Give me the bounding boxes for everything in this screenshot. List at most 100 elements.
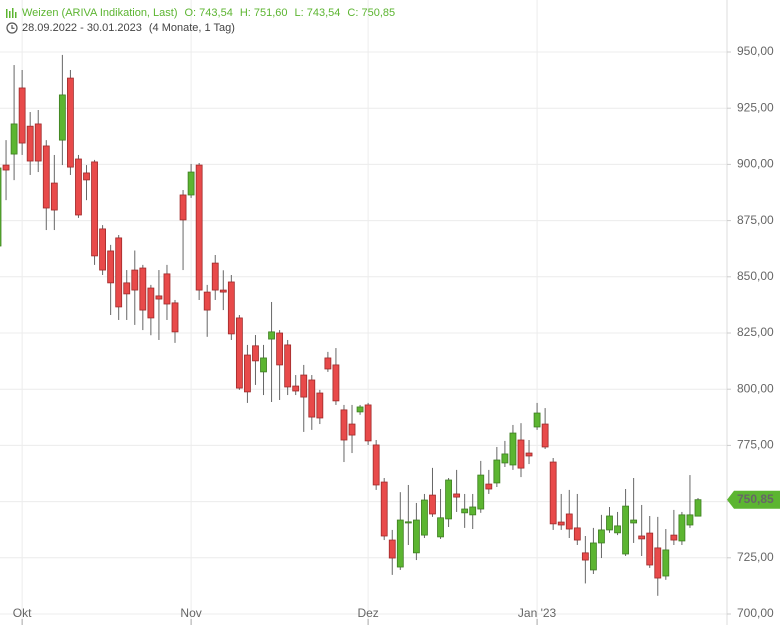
candle-body: [606, 515, 613, 531]
candles: [0, 54, 702, 596]
y-tick-label: 700,00: [737, 606, 774, 620]
candle-body: [670, 534, 678, 541]
candle-body: [525, 452, 533, 457]
candle-body: [67, 77, 74, 168]
quote-close: C: 750,85: [347, 7, 396, 19]
candle-body: [244, 354, 251, 393]
candle-body: [630, 519, 638, 524]
candle-body: [638, 535, 646, 540]
candle-body: [541, 423, 549, 448]
quote-open: O: 743,54: [184, 7, 233, 19]
candle-body: [42, 145, 50, 209]
candle-body: [614, 525, 621, 534]
candle-body: [662, 549, 670, 577]
quote-low: L: 743,54: [294, 7, 341, 19]
candle-body: [461, 508, 469, 514]
candle-body: [646, 532, 654, 566]
candle-body: [268, 331, 275, 340]
y-tick-label: 725,00: [737, 550, 774, 564]
candle-body: [107, 250, 115, 284]
y-tick-label: 925,00: [737, 100, 774, 114]
candle-body: [0, 167, 2, 247]
candle-body: [131, 269, 139, 291]
candle-body: [324, 357, 332, 370]
y-tick-label: 950,00: [737, 44, 774, 58]
candle-body: [91, 161, 98, 257]
candle-body: [453, 493, 461, 498]
candle-body: [26, 125, 34, 162]
candle-body: [477, 474, 485, 510]
candle-body: [18, 87, 26, 144]
candle-body: [195, 164, 203, 291]
axis: 700,00725,00750,00775,00800,00825,00850,…: [13, 44, 780, 625]
y-tick-label: 875,00: [737, 213, 774, 227]
candle-body: [276, 332, 284, 366]
candle-body: [171, 302, 179, 333]
candle-body: [404, 521, 412, 524]
quote-high: H: 751,60: [239, 7, 288, 19]
candle-body: [517, 439, 525, 469]
y-tick-label: 800,00: [737, 381, 774, 395]
candle-body: [598, 529, 605, 544]
candle-body: [83, 172, 90, 181]
candle-body: [421, 499, 428, 536]
candle-body: [211, 262, 219, 291]
candle-body: [533, 412, 541, 428]
candle-body: [187, 171, 195, 196]
candle-body: [437, 517, 444, 538]
candle-body: [356, 406, 364, 413]
candle-body: [252, 345, 259, 362]
candle-body: [445, 479, 452, 520]
candle-body: [694, 499, 702, 517]
candle-body: [139, 267, 147, 311]
candle-body: [123, 282, 131, 295]
candle-body: [292, 385, 300, 392]
date-range: 28.09.2022 - 30.01.2023: [22, 22, 142, 34]
instrument-title: Weizen (ARIVA Indikation, Last): [22, 7, 178, 19]
last-price-label: 750,85: [737, 492, 774, 506]
candle-body: [58, 94, 66, 141]
candle-body: [686, 514, 694, 526]
candle-body: [203, 291, 211, 311]
candle-body: [348, 423, 356, 436]
candle-body: [99, 228, 106, 271]
candle-body: [316, 392, 324, 419]
candle-body: [485, 483, 493, 490]
candle-body: [412, 519, 420, 554]
candle-body: [284, 344, 292, 388]
x-tick-label: Jan '23: [518, 606, 557, 620]
y-tick-label: 825,00: [737, 325, 774, 339]
candle-body: [179, 194, 187, 221]
candle-body: [227, 281, 235, 335]
candle-body: [372, 444, 380, 486]
y-tick-label: 900,00: [737, 157, 774, 171]
candle-body: [590, 542, 597, 571]
candle-body: [573, 527, 581, 541]
y-tick-label: 850,00: [737, 269, 774, 283]
candle-body: [509, 432, 517, 466]
candle-body: [340, 409, 348, 441]
candle-body: [2, 164, 10, 171]
candle-body: [557, 521, 565, 526]
last-price-marker: [727, 490, 780, 509]
candle-body: [622, 505, 629, 555]
candle-body: [654, 547, 662, 579]
duration: (4 Monate, 1 Tag): [148, 22, 235, 34]
candle-body: [581, 552, 589, 561]
candle-body: [388, 539, 396, 559]
y-tick-label: 775,00: [737, 438, 774, 452]
candle-body: [235, 317, 243, 389]
candle-body: [10, 123, 18, 155]
candle-body: [469, 506, 477, 516]
candle-body: [50, 182, 58, 211]
candle-body: [364, 404, 372, 442]
candle-body: [147, 287, 155, 319]
candle-body: [380, 481, 388, 537]
candle-body: [332, 364, 340, 402]
x-tick-label: Nov: [180, 606, 201, 620]
candle-body: [308, 379, 316, 418]
icon-clock: [6, 22, 18, 34]
candle-body: [34, 123, 42, 162]
